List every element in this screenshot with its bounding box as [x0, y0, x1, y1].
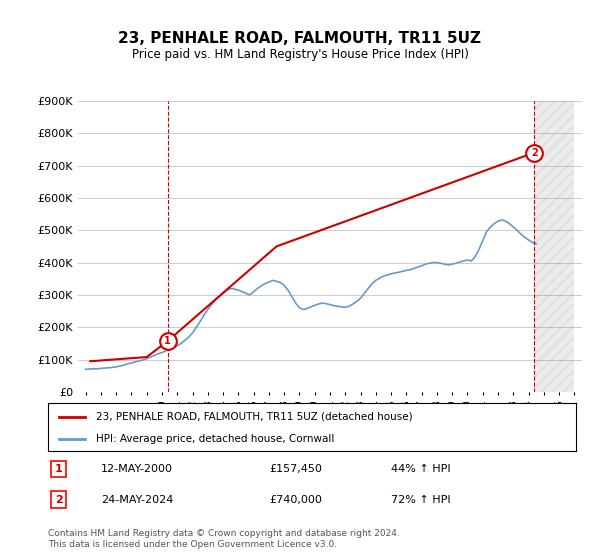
- Text: 1: 1: [164, 336, 171, 346]
- Text: £740,000: £740,000: [270, 495, 323, 505]
- Text: 2: 2: [55, 495, 62, 505]
- Text: Price paid vs. HM Land Registry's House Price Index (HPI): Price paid vs. HM Land Registry's House …: [131, 48, 469, 60]
- Text: 23, PENHALE ROAD, FALMOUTH, TR11 5UZ: 23, PENHALE ROAD, FALMOUTH, TR11 5UZ: [119, 31, 482, 46]
- Text: 2: 2: [531, 148, 538, 157]
- Text: 44% ↑ HPI: 44% ↑ HPI: [391, 464, 451, 474]
- Text: 24-MAY-2024: 24-MAY-2024: [101, 495, 173, 505]
- Text: Contains HM Land Registry data © Crown copyright and database right 2024.
This d: Contains HM Land Registry data © Crown c…: [48, 529, 400, 549]
- Text: 72% ↑ HPI: 72% ↑ HPI: [391, 495, 451, 505]
- Bar: [535, 101, 574, 392]
- Text: 1: 1: [55, 464, 62, 474]
- Text: 23, PENHALE ROAD, FALMOUTH, TR11 5UZ (detached house): 23, PENHALE ROAD, FALMOUTH, TR11 5UZ (de…: [95, 412, 412, 422]
- Text: 12-MAY-2000: 12-MAY-2000: [101, 464, 173, 474]
- Text: HPI: Average price, detached house, Cornwall: HPI: Average price, detached house, Corn…: [95, 434, 334, 444]
- Text: £157,450: £157,450: [270, 464, 323, 474]
